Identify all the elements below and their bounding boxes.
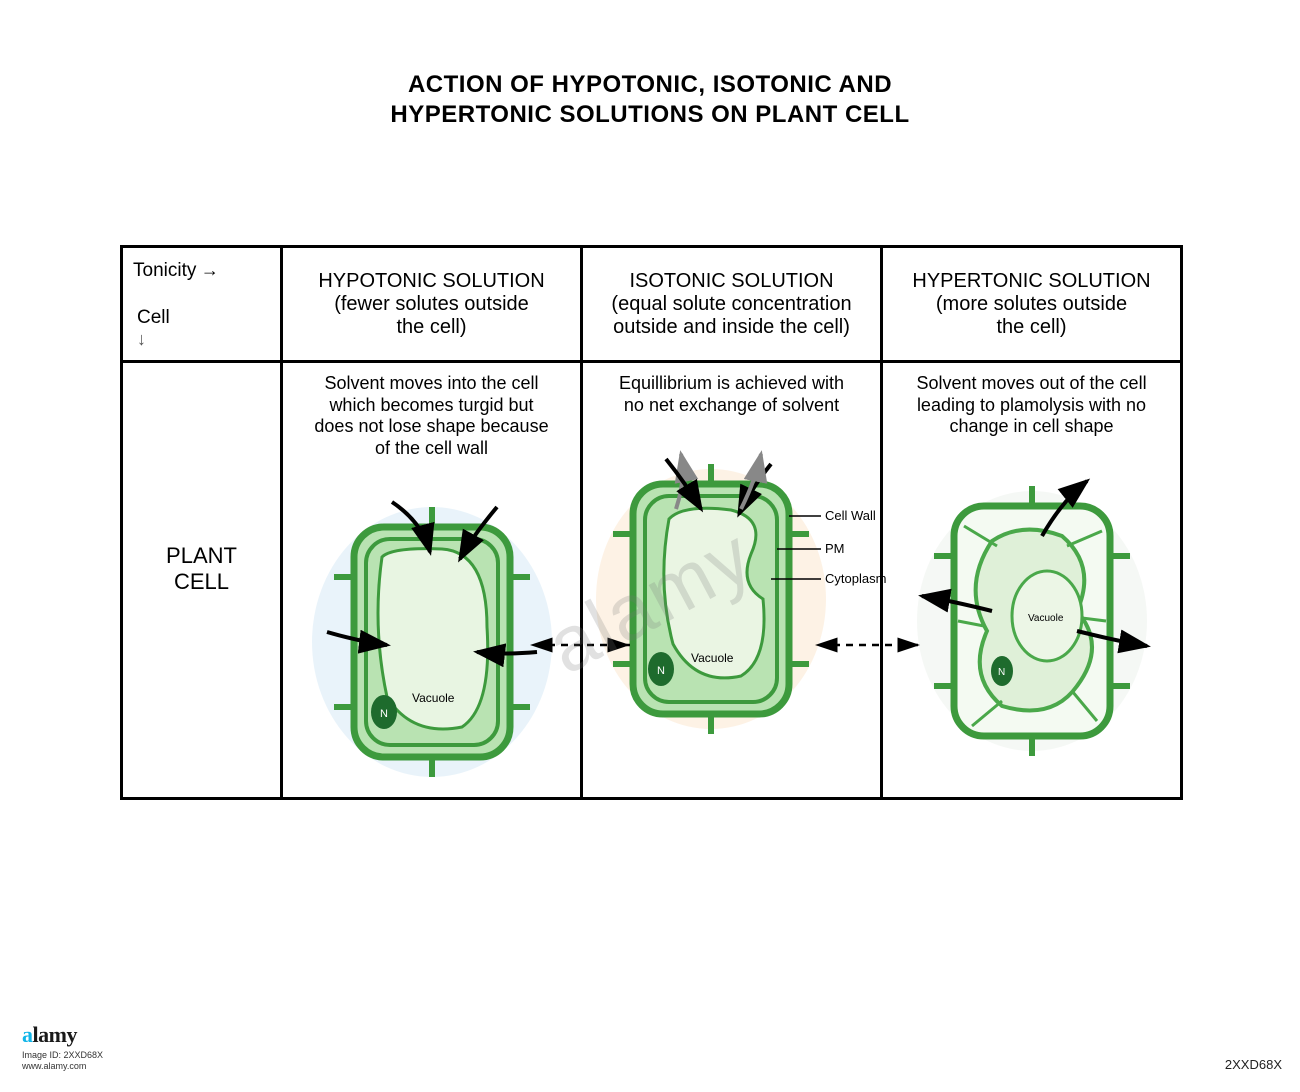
arrow-right-icon: → — [201, 260, 219, 280]
cell-hypertonic: Solvent moves out of the cell leading to… — [882, 362, 1182, 799]
alamy-logo: alamy — [22, 1022, 152, 1048]
table-body-row: PLANT CELL Solvent moves into the cell w… — [122, 362, 1182, 799]
plant-cell-hypertonic-svg: N Vacuole — [892, 446, 1172, 766]
footer-logo-block: alamy Image ID: 2XXD68X www.alamy.com — [22, 1022, 152, 1072]
nucleus-label: N — [380, 708, 388, 720]
arrow-down-icon: ↓ — [137, 329, 146, 349]
callout-cytoplasm: Cytoplasm — [825, 571, 886, 586]
desc-hypotonic: Solvent moves into the cell which become… — [291, 373, 572, 459]
nucleus-label: N — [657, 665, 665, 677]
callout-pm: PM — [825, 541, 845, 556]
callout-cell-wall: Cell Wall — [825, 508, 876, 523]
column-header-hypertonic: HYPERTONIC SOLUTION (more solutes outsid… — [882, 247, 1182, 362]
footer-image-id: 2XXD68X — [1225, 1057, 1282, 1072]
cell-hypotonic: Solvent moves into the cell which become… — [282, 362, 582, 799]
vacuole-label: Vacuole — [691, 651, 734, 665]
desc-isotonic: Equillibrium is achieved with no net exc… — [591, 373, 872, 416]
cell-label: Cell — [137, 307, 170, 328]
cell-isotonic: Equillibrium is achieved with no net exc… — [582, 362, 882, 799]
table-header-row: Tonicity → Cell ↓ HYPOTONIC SOLUTION (fe… — [122, 247, 1182, 362]
nucleus-label: N — [998, 667, 1005, 678]
desc-hypertonic: Solvent moves out of the cell leading to… — [891, 373, 1172, 438]
row-label: PLANT CELL — [122, 362, 282, 799]
corner-cell: Tonicity → Cell ↓ — [122, 247, 282, 362]
page-title: ACTION OF HYPOTONIC, ISOTONIC AND HYPERT… — [0, 70, 1300, 130]
column-header-isotonic: ISOTONIC SOLUTION (equal solute concentr… — [582, 247, 882, 362]
vacuole-label: Vacuole — [412, 691, 455, 705]
tonicity-label: Tonicity — [133, 260, 196, 281]
plant-cell-hypotonic-svg: N Vacuole — [292, 467, 572, 787]
vacuole-label: Vacuole — [1028, 613, 1064, 624]
column-header-hypotonic: HYPOTONIC SOLUTION (fewer solutes outsid… — [282, 247, 582, 362]
tonicity-table: Tonicity → Cell ↓ HYPOTONIC SOLUTION (fe… — [120, 245, 1183, 800]
footer-meta: Image ID: 2XXD68X www.alamy.com — [22, 1050, 152, 1072]
plant-cell-isotonic-svg: N Vacuole Cell Wall PM Cytoplasm — [591, 424, 891, 744]
